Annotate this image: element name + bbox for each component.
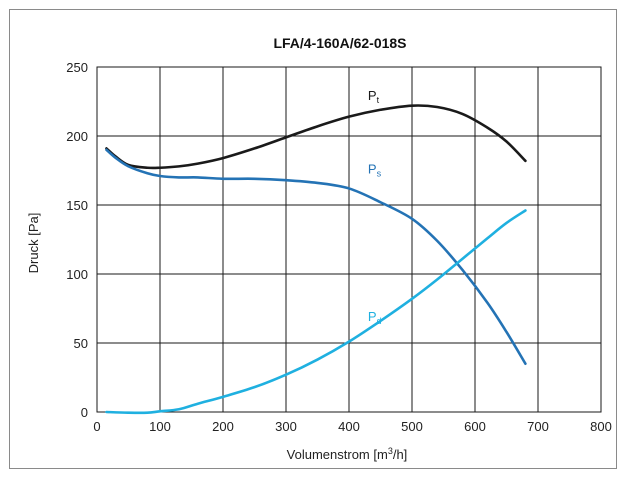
series-layer — [105, 104, 527, 415]
x-tick-label: 100 — [149, 419, 171, 434]
plot-area-border — [96, 66, 602, 413]
chart-frame — [9, 9, 617, 469]
y-tick-label: 0 — [81, 405, 88, 420]
tick-labels: 0 100 200 300 400 500 600 700 800 0 50 100 150 200 250 — [66, 60, 612, 434]
x-tick-label: 600 — [464, 419, 486, 434]
series-labels: Pt Ps Pd — [368, 88, 382, 326]
y-tick-label: 200 — [66, 129, 88, 144]
x-axis-label: Volumenstrom [m3/h] — [287, 446, 408, 462]
x-tick-label: 800 — [590, 419, 612, 434]
series-label-t: Pt — [368, 88, 380, 105]
series-label-d: Pd — [368, 309, 382, 326]
series-label-s: Ps — [368, 161, 382, 178]
y-axis-label: Druck [Pa] — [26, 213, 41, 274]
grid — [96, 66, 602, 413]
x-tick-label: 500 — [401, 419, 423, 434]
series-line-s — [105, 148, 527, 365]
y-tick-label: 250 — [66, 60, 88, 75]
series-line-d — [105, 209, 527, 415]
x-tick-label: 300 — [275, 419, 297, 434]
x-tick-label: 0 — [93, 419, 100, 434]
x-tick-label: 700 — [527, 419, 549, 434]
y-tick-label: 100 — [66, 267, 88, 282]
chart-title: LFA/4-160A/62-018S — [273, 35, 406, 51]
y-tick-label: 50 — [74, 336, 88, 351]
series-line-t — [105, 104, 527, 170]
y-tick-label: 150 — [66, 198, 88, 213]
x-tick-label: 200 — [212, 419, 234, 434]
x-tick-label: 400 — [338, 419, 360, 434]
